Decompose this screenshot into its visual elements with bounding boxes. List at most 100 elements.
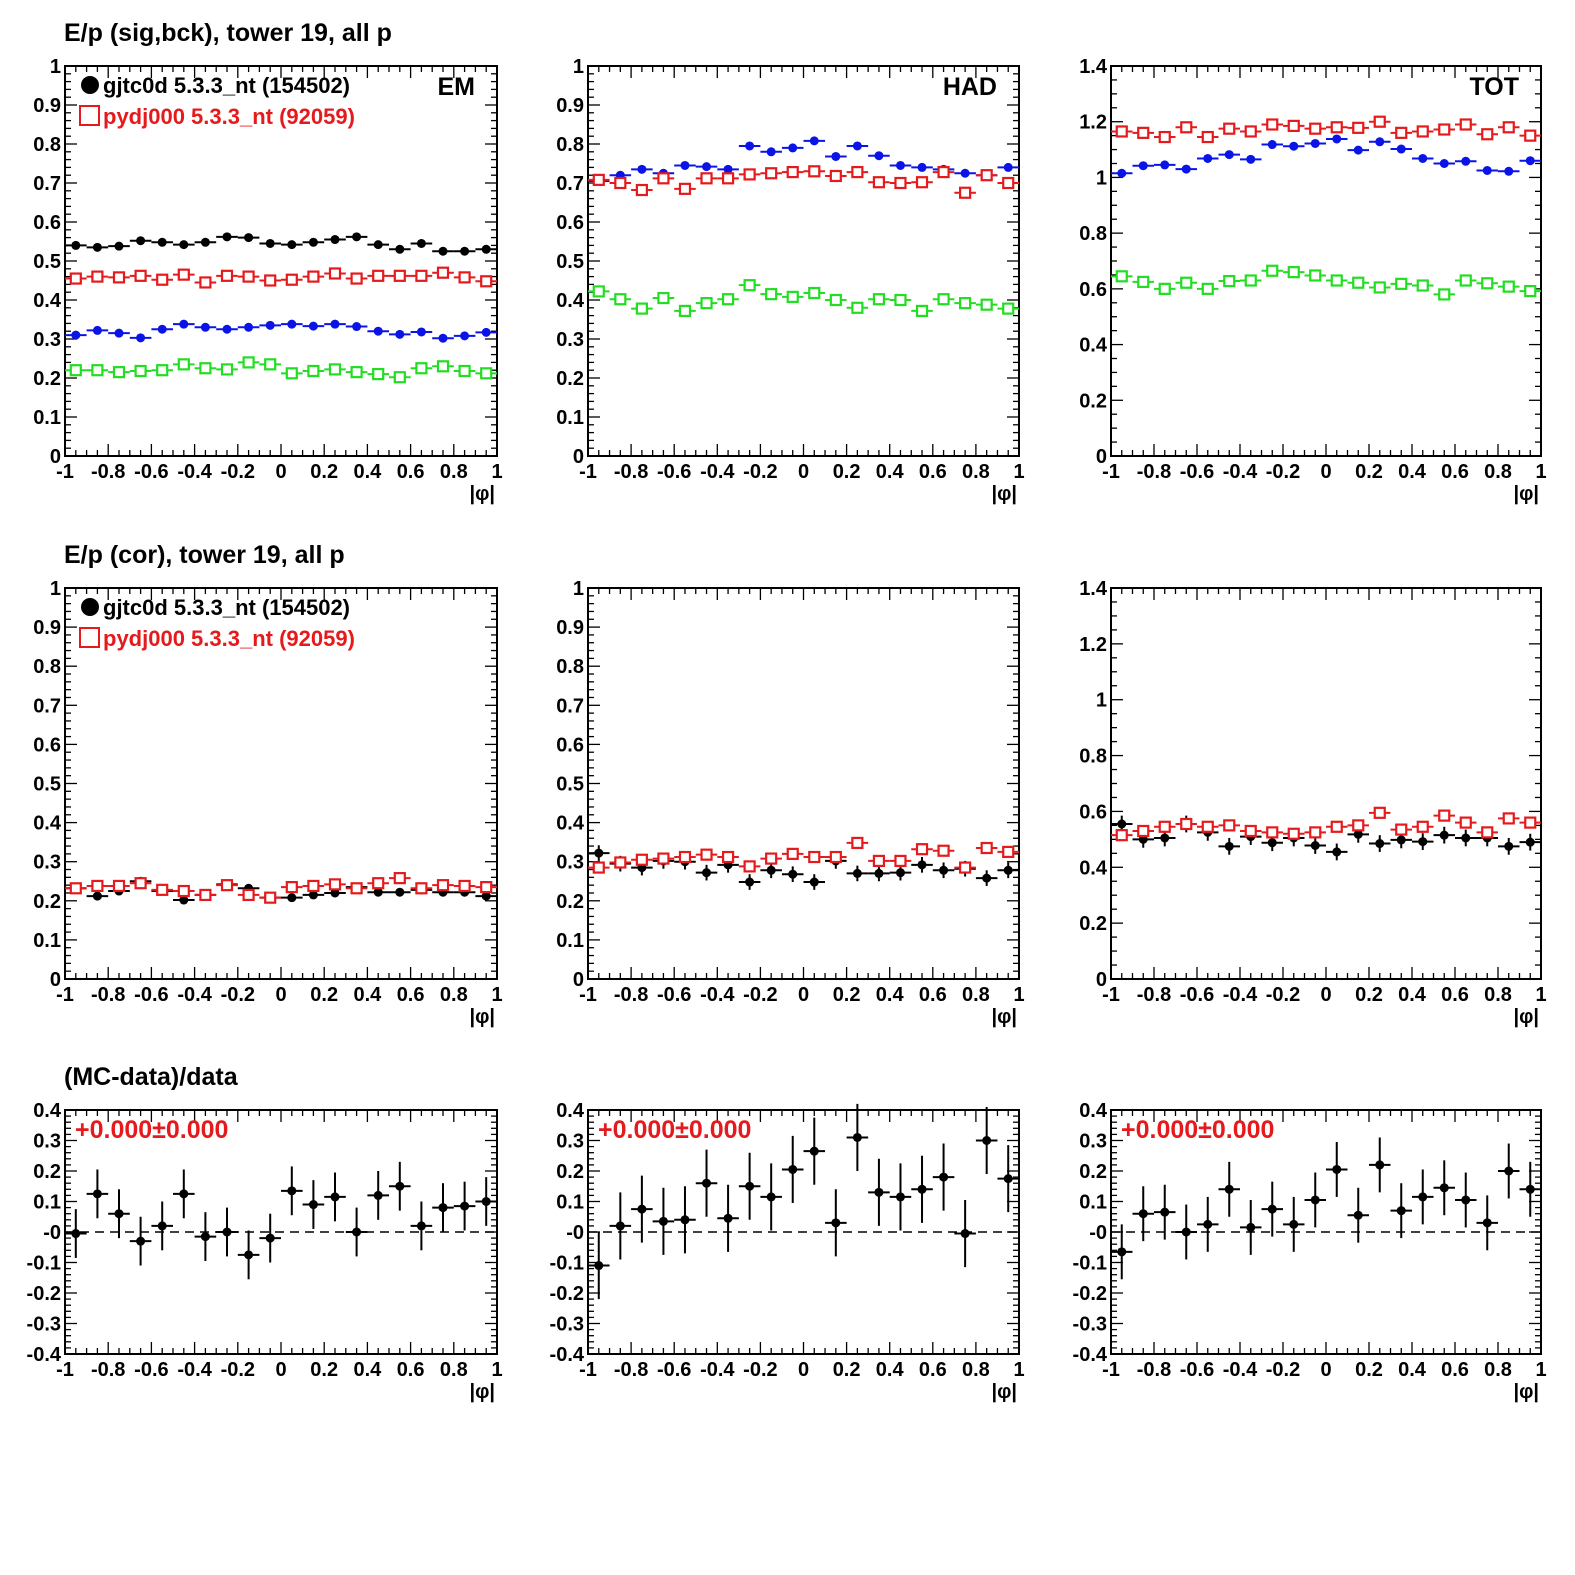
data-point bbox=[1002, 845, 1015, 859]
data-point bbox=[287, 240, 297, 250]
data-point bbox=[265, 1233, 275, 1243]
x-tick-label: -0.4 bbox=[1223, 461, 1258, 483]
x-tick-label: -0.2 bbox=[1266, 1359, 1300, 1381]
data-point bbox=[1438, 123, 1451, 136]
data-point bbox=[831, 1218, 841, 1228]
data-point bbox=[1504, 841, 1514, 851]
data-point bbox=[743, 168, 756, 181]
data-point bbox=[1439, 1183, 1449, 1193]
data-point bbox=[1180, 121, 1193, 134]
data-point bbox=[872, 176, 886, 189]
data-point bbox=[1246, 1222, 1256, 1232]
x-tick-label: 0 bbox=[275, 461, 286, 483]
data-series bbox=[65, 872, 497, 904]
data-point bbox=[939, 865, 949, 875]
y-tick-label: 0.4 bbox=[1079, 335, 1108, 357]
data-point bbox=[592, 861, 605, 874]
x-tick-label: 0.2 bbox=[833, 1359, 861, 1381]
x-tick-label: 0.8 bbox=[440, 984, 468, 1006]
data-point bbox=[308, 237, 318, 247]
y-tick-label: 1 bbox=[50, 56, 61, 78]
y-tick-label: 0.7 bbox=[556, 173, 584, 195]
data-point bbox=[177, 268, 190, 281]
x-tick-label: 0.8 bbox=[962, 984, 990, 1006]
data-point bbox=[179, 240, 189, 250]
data-point bbox=[1224, 150, 1234, 160]
data-point bbox=[745, 141, 755, 151]
data-point bbox=[264, 358, 277, 371]
data-point bbox=[1137, 126, 1150, 139]
x-tick-label: -0.8 bbox=[1137, 984, 1171, 1006]
data-point bbox=[222, 232, 232, 242]
y-tick-label: -0.1 bbox=[550, 1253, 584, 1275]
chart-panel: -1 -0.8 -0.6 -0.4 -0.2 0 0.2 0.4 0.6 0.8 1|φ|-0.4-… bbox=[550, 1100, 1025, 1403]
x-axis-label: |φ| bbox=[992, 483, 1018, 505]
y-tick-label: 0 bbox=[50, 969, 61, 991]
data-point bbox=[809, 1146, 819, 1156]
data-point bbox=[134, 364, 147, 378]
chart-panel: -1 -0.8 -0.6 -0.4 -0.2 0 0.2 0.4 0.6 0.8 1|φ|00.10… bbox=[33, 56, 502, 505]
x-tick-label: -0.4 bbox=[700, 984, 735, 1006]
x-tick-label: -0.8 bbox=[1137, 1359, 1171, 1381]
y-tick-label: 0.6 bbox=[1079, 279, 1107, 301]
x-tick-label: 0.6 bbox=[397, 984, 425, 1006]
x-axis-label: |φ| bbox=[470, 1006, 496, 1028]
data-point bbox=[765, 288, 778, 301]
x-tick-label: 1 bbox=[1535, 984, 1546, 1006]
x-axis-label: |φ| bbox=[470, 483, 496, 505]
y-tick-label: 0.1 bbox=[556, 930, 584, 952]
data-point bbox=[614, 176, 627, 190]
data-point bbox=[808, 165, 821, 178]
x-tick-label: 1 bbox=[491, 461, 502, 483]
y-tick-label: -0.2 bbox=[550, 1283, 584, 1305]
data-point bbox=[982, 1136, 992, 1145]
data-point bbox=[307, 879, 320, 893]
data-point bbox=[373, 887, 383, 897]
y-tick-label: 0.7 bbox=[33, 695, 61, 717]
data-point bbox=[1352, 819, 1365, 832]
data-point bbox=[1353, 829, 1363, 839]
y-tick-label: 0.8 bbox=[556, 134, 584, 156]
data-series bbox=[65, 1161, 497, 1280]
data-point bbox=[330, 319, 340, 329]
data-point bbox=[1160, 833, 1170, 843]
data-point bbox=[481, 244, 491, 254]
data-point bbox=[1310, 841, 1320, 851]
data-point bbox=[112, 366, 126, 379]
data-point bbox=[200, 237, 210, 247]
y-tick-label: -0.3 bbox=[550, 1314, 584, 1336]
data-point bbox=[1180, 817, 1193, 831]
data-point bbox=[1352, 121, 1365, 134]
data-point bbox=[765, 852, 778, 865]
data-point bbox=[1502, 121, 1515, 134]
x-tick-label: 0 bbox=[798, 461, 809, 483]
x-tick-label: 1 bbox=[491, 1359, 502, 1381]
corner-label: EM bbox=[438, 73, 476, 101]
data-point bbox=[156, 364, 169, 377]
data-point bbox=[1504, 166, 1514, 176]
x-tick-label: -0.4 bbox=[700, 461, 735, 483]
y-tick-label: -0 bbox=[1089, 1222, 1107, 1244]
y-tick-label: 0.5 bbox=[33, 774, 61, 796]
y-tick-label: 0.4 bbox=[556, 813, 585, 835]
data-series bbox=[65, 266, 497, 289]
data-point bbox=[1181, 164, 1191, 174]
data-point bbox=[1158, 820, 1171, 833]
data-point bbox=[1002, 302, 1015, 315]
data-point bbox=[372, 877, 385, 890]
data-point bbox=[1332, 847, 1342, 857]
data-point bbox=[657, 291, 670, 305]
y-tick-label: 0.2 bbox=[33, 368, 61, 390]
x-tick-label: -1 bbox=[56, 984, 74, 1006]
data-point bbox=[1438, 809, 1451, 822]
data-point bbox=[980, 298, 993, 311]
data-point bbox=[1353, 1210, 1363, 1220]
data-point bbox=[1396, 1206, 1406, 1216]
data-point bbox=[1309, 826, 1322, 839]
x-tick-label: -0.2 bbox=[743, 984, 777, 1006]
y-tick-label: -0.4 bbox=[1073, 1344, 1108, 1366]
x-tick-label: -0.6 bbox=[1180, 461, 1214, 483]
data-point bbox=[438, 246, 448, 256]
plot-frame bbox=[587, 587, 1020, 980]
data-point bbox=[393, 269, 406, 282]
